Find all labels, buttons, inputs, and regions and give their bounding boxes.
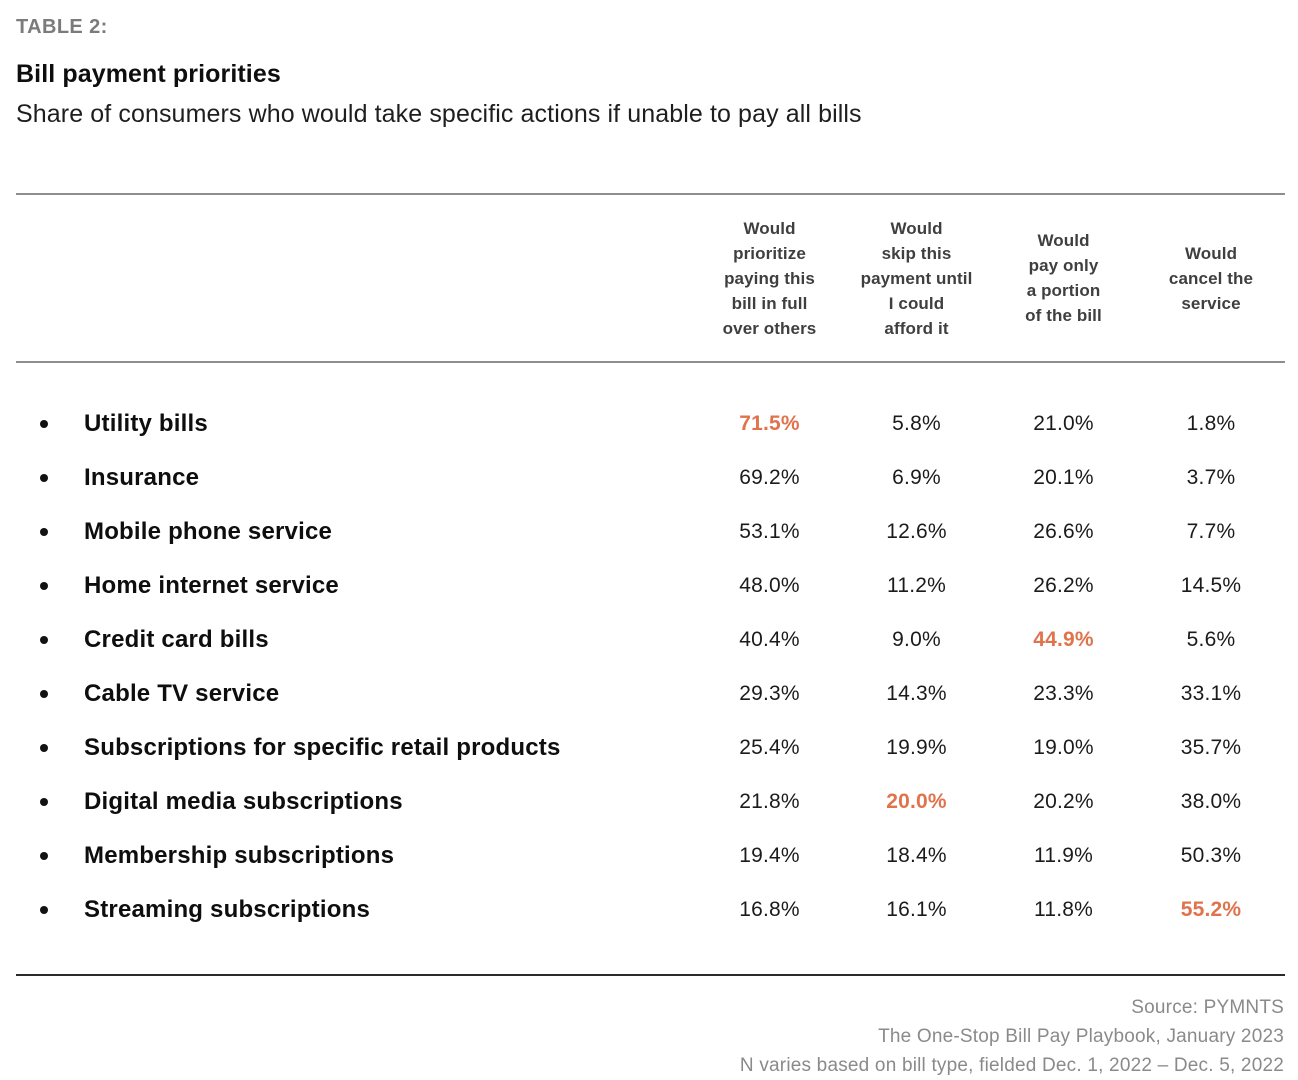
- table-row: Membership subscriptions 19.4% 18.4% 11.…: [16, 829, 1285, 883]
- page-title: Bill payment priorities: [16, 60, 281, 88]
- value-cell: 5.6%: [1186, 628, 1236, 651]
- value-cell: 18.4%: [886, 844, 947, 867]
- column-header-row: Would prioritize paying this bill in ful…: [16, 195, 1285, 361]
- row-label: Cable TV service: [84, 680, 280, 707]
- bullet-icon: [40, 420, 48, 428]
- value-cell: 38.0%: [1180, 790, 1242, 813]
- value-cell: 20.2%: [1033, 790, 1094, 813]
- value-cell: 21.0%: [1033, 412, 1094, 435]
- value-cell: 16.8%: [739, 898, 800, 921]
- value-cell: 19.0%: [1033, 736, 1094, 759]
- value-cell: 12.6%: [886, 520, 947, 543]
- divider-bottom: [16, 974, 1285, 976]
- row-label-cell: Subscriptions for specific retail produc…: [16, 734, 696, 762]
- value-cell: 53.1%: [739, 520, 800, 543]
- bullet-icon: [40, 852, 48, 860]
- value-cell: 14.5%: [1180, 574, 1242, 597]
- value-cell: 35.7%: [1180, 736, 1242, 759]
- table-body: Utility bills 71.5% 5.8% 21.0% 1.8% Insu…: [16, 363, 1285, 974]
- value-cell: 5.8%: [892, 412, 941, 435]
- row-label-cell: Insurance: [16, 464, 696, 492]
- row-label: Home internet service: [84, 572, 339, 599]
- value-cell: 20.1%: [1033, 466, 1094, 489]
- value-cell: 11.9%: [1034, 844, 1093, 867]
- column-header-skip: Would skip this payment until I could af…: [860, 218, 973, 338]
- value-cell: 44.9%: [1033, 628, 1094, 651]
- value-cell: 25.4%: [739, 736, 800, 759]
- value-cell: 26.2%: [1033, 574, 1094, 597]
- bullet-icon: [40, 582, 48, 590]
- value-cell: 9.0%: [892, 628, 941, 651]
- value-cell: 11.8%: [1034, 898, 1093, 921]
- value-cell: 16.1%: [886, 898, 947, 921]
- divider-top: [16, 193, 1285, 195]
- row-label-cell: Cable TV service: [16, 680, 696, 708]
- bullet-icon: [40, 636, 48, 644]
- row-label-cell: Streaming subscriptions: [16, 896, 696, 924]
- value-cell: 48.0%: [739, 574, 800, 597]
- value-cell: 55.2%: [1180, 898, 1242, 921]
- source-line: Source: PYMNTS: [1131, 997, 1284, 1018]
- value-cell: 14.3%: [886, 682, 947, 705]
- table-row: Credit card bills 40.4% 9.0% 44.9% 5.6%: [16, 613, 1285, 667]
- value-cell: 7.7%: [1186, 520, 1236, 543]
- row-label: Digital media subscriptions: [84, 788, 403, 815]
- value-cell: 20.0%: [886, 790, 947, 813]
- value-cell: 26.6%: [1033, 520, 1094, 543]
- table-row: Home internet service 48.0% 11.2% 26.2% …: [16, 559, 1285, 613]
- source-line: The One-Stop Bill Pay Playbook, January …: [878, 1026, 1284, 1047]
- table-row: Insurance 69.2% 6.9% 20.1% 3.7%: [16, 451, 1285, 505]
- row-label: Insurance: [84, 464, 200, 491]
- value-cell: 29.3%: [739, 682, 800, 705]
- value-cell: 40.4%: [739, 628, 800, 651]
- table-row: Mobile phone service 53.1% 12.6% 26.6% 7…: [16, 505, 1285, 559]
- bullet-icon: [40, 744, 48, 752]
- row-label: Credit card bills: [84, 626, 269, 653]
- table-row: Digital media subscriptions 21.8% 20.0% …: [16, 775, 1285, 829]
- bullet-icon: [40, 528, 48, 536]
- row-label-cell: Mobile phone service: [16, 518, 696, 546]
- column-header-prioritize: Would prioritize paying this bill in ful…: [722, 218, 817, 338]
- value-cell: 33.1%: [1180, 682, 1242, 705]
- table-row: Cable TV service 29.3% 14.3% 23.3% 33.1%: [16, 667, 1285, 721]
- row-label: Utility bills: [84, 410, 208, 437]
- value-cell: 19.9%: [886, 736, 947, 759]
- table-row: Subscriptions for specific retail produc…: [16, 721, 1285, 775]
- source-line: N varies based on bill type, fielded Dec…: [739, 1055, 1284, 1076]
- table-number-label: TABLE 2:: [16, 16, 108, 38]
- value-cell: 3.7%: [1186, 466, 1236, 489]
- value-cell: 69.2%: [739, 466, 800, 489]
- value-cell: 6.9%: [892, 466, 941, 489]
- value-cell: 21.8%: [739, 790, 800, 813]
- row-label-cell: Home internet service: [16, 572, 696, 600]
- row-label-cell: Credit card bills: [16, 626, 696, 654]
- value-cell: 11.2%: [887, 574, 946, 597]
- row-label: Subscriptions for specific retail produc…: [84, 734, 561, 761]
- value-cell: 71.5%: [739, 412, 800, 435]
- bullet-icon: [40, 690, 48, 698]
- page-subtitle: Share of consumers who would take specif…: [16, 100, 862, 128]
- table-row: Utility bills 71.5% 5.8% 21.0% 1.8%: [16, 397, 1285, 451]
- divider-header: [16, 361, 1285, 363]
- value-cell: 50.3%: [1180, 844, 1242, 867]
- row-label: Streaming subscriptions: [84, 896, 370, 923]
- bullet-icon: [40, 474, 48, 482]
- column-header-cancel: Would cancel the service: [1168, 243, 1254, 313]
- source-note: Source: PYMNTS The One-Stop Bill Pay Pla…: [16, 993, 1285, 1080]
- bullet-icon: [40, 798, 48, 806]
- column-header-portion: Would pay only a portion of the bill: [1025, 231, 1102, 325]
- row-label-cell: Membership subscriptions: [16, 842, 696, 870]
- row-label: Membership subscriptions: [84, 842, 395, 869]
- table-row: Streaming subscriptions 16.8% 16.1% 11.8…: [16, 883, 1285, 937]
- bullet-icon: [40, 906, 48, 914]
- value-cell: 1.8%: [1186, 412, 1236, 435]
- row-label-cell: Digital media subscriptions: [16, 788, 696, 816]
- value-cell: 23.3%: [1033, 682, 1094, 705]
- value-cell: 19.4%: [739, 844, 800, 867]
- row-label: Mobile phone service: [84, 518, 333, 545]
- row-label-cell: Utility bills: [16, 410, 696, 438]
